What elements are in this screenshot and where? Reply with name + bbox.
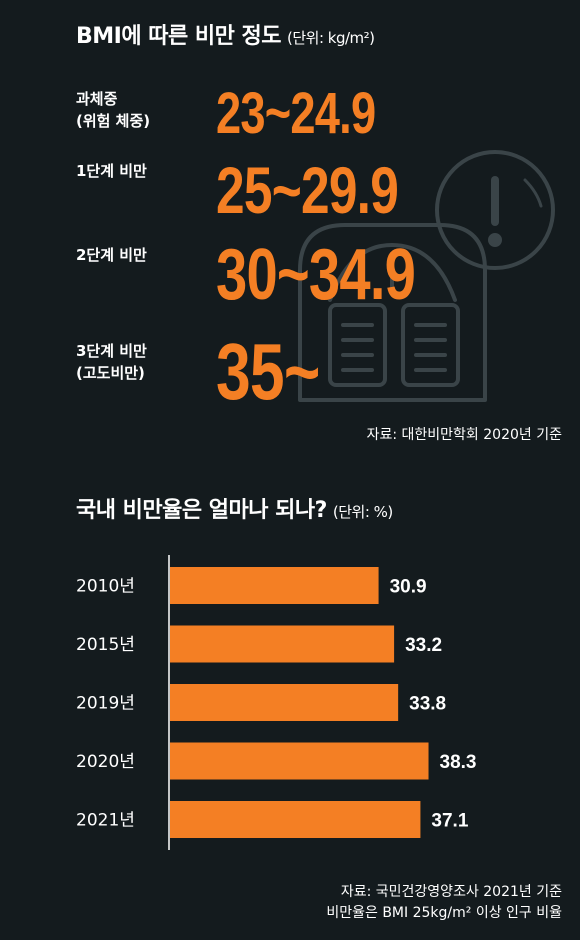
bmi-row-stage3-label: 3단계 비만 (고도비만) <box>76 342 147 382</box>
category-label: 2015년 <box>76 635 135 655</box>
data-label: 37.1 <box>431 811 468 832</box>
data-label: 33.8 <box>409 694 446 715</box>
obesity-source-note: 자료: 국민건강영양조사 2021년 기준 비만율은 BMI 25kg/m² 이… <box>326 882 562 924</box>
obesity-title-unit: (단위: %) <box>332 503 393 521</box>
bmi-row-overweight-label: 과체중 (위험 체중) <box>76 90 151 130</box>
bmi-title-unit: (단위: kg/m²) <box>287 29 375 47</box>
data-label: 33.2 <box>405 635 442 656</box>
obesity-source-line1: 자료: 국민건강영양조사 2021년 기준 <box>340 884 562 900</box>
bmi-row-stage2-value: 30~34.9 <box>216 235 416 315</box>
obesity-source-line2: 비만율은 BMI 25kg/m² 이상 인구 비율 <box>326 905 562 921</box>
bmi-source-note: 자료: 대한비만학회 2020년 기준 <box>366 427 562 443</box>
bar <box>170 684 399 721</box>
obesity-rate-section-title: 국내 비만율은 얼마나 되나? (단위: %) <box>76 492 393 524</box>
bar <box>170 567 379 604</box>
bar <box>170 625 395 663</box>
obesity-title-text: 국내 비만율은 얼마나 되나? <box>76 498 327 523</box>
bmi-row-stage2-label: 2단계 비만 <box>76 246 147 264</box>
category-label: 2020년 <box>76 752 135 772</box>
category-label: 2019년 <box>76 694 135 714</box>
bmi-row-stage3-value: 35~ <box>216 327 320 416</box>
category-label: 2010년 <box>76 577 135 597</box>
bmi-row-stage1-value: 25~29.9 <box>216 153 399 227</box>
bar <box>170 801 421 838</box>
data-label: 38.3 <box>440 752 477 773</box>
bmi-title-text: BMI에 따른 비만 정도 <box>76 24 282 49</box>
scale-warning-icon <box>298 150 555 402</box>
bar <box>170 742 429 780</box>
obesity-rate-bar-chart: 2010년 30.9 2015년 33.2 2019년 33.8 2020년 38.3 2021… <box>76 555 477 850</box>
bmi-row-overweight-value: 23~24.9 <box>216 81 376 146</box>
data-label: 30.9 <box>390 577 427 598</box>
bmi-section-title: BMI에 따른 비만 정도 (단위: kg/m²) <box>76 18 375 50</box>
bmi-row-stage1-label: 1단계 비만 <box>76 162 147 180</box>
category-label: 2021년 <box>76 811 135 831</box>
